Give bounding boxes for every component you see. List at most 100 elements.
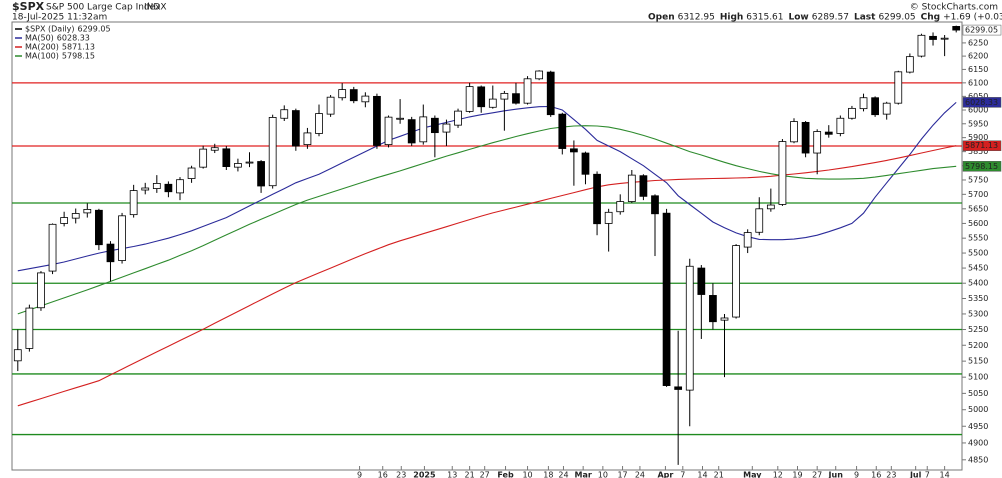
y-tick-label: 5400 — [968, 279, 988, 288]
candle-body — [952, 26, 961, 31]
candle-body — [813, 131, 822, 154]
candle-body — [488, 98, 497, 108]
x-tick-label: 7 — [680, 471, 685, 478]
candle-body — [303, 132, 312, 146]
ma-line — [17, 101, 957, 272]
x-tick-label: 27 — [812, 471, 822, 478]
legend-value: 6299.05 — [78, 25, 111, 34]
x-tick-label: 13 — [447, 471, 457, 478]
y-tick-label: 6200 — [968, 52, 988, 61]
candle-body — [407, 119, 416, 144]
candle-body — [546, 71, 555, 116]
y-tick-label: 4900 — [968, 438, 988, 447]
candle-body — [129, 190, 138, 216]
candle-body — [234, 163, 242, 168]
y-tick-label: 5650 — [968, 204, 988, 213]
candle-body — [616, 201, 625, 213]
candle-body — [60, 217, 69, 224]
y-tick-label: 5100 — [968, 373, 988, 382]
exchange: INDX — [144, 3, 166, 13]
candle-body — [199, 148, 208, 168]
x-tick-label: Feb — [497, 471, 514, 478]
x-tick-label: 12 — [773, 471, 783, 478]
candle-body — [882, 102, 891, 115]
candle-body — [604, 211, 613, 224]
y-tick-label: 5150 — [968, 357, 988, 366]
candle-body — [164, 183, 173, 193]
x-tick-label: 10 — [522, 471, 532, 478]
candle-body — [83, 209, 92, 214]
candle-body — [268, 117, 277, 187]
x-tick-label: Apr — [657, 471, 673, 478]
candle-body — [48, 223, 57, 272]
candle-body — [709, 295, 717, 323]
candle-body — [917, 34, 926, 57]
ma-line — [17, 145, 957, 407]
candle-body — [465, 86, 474, 112]
candle-body — [581, 152, 590, 175]
y-tick-label: 5950 — [968, 119, 988, 128]
candle-body — [627, 174, 636, 202]
legend-name: MA(100) — [25, 52, 59, 61]
candle-body — [871, 97, 879, 116]
candle-body — [743, 232, 752, 248]
candle-body — [651, 195, 659, 215]
candle-body — [338, 89, 347, 99]
candle-body — [732, 245, 740, 318]
candle-body — [801, 121, 810, 154]
candle-body — [419, 116, 428, 143]
y-tick-label: 5350 — [968, 294, 988, 303]
candle-body — [674, 386, 683, 390]
value-badge-label: 6028.33 — [965, 98, 998, 107]
x-tick-label: 17 — [617, 471, 627, 478]
x-tick-label: 14 — [697, 471, 707, 478]
quote-label: High — [720, 13, 743, 23]
x-tick-label: 14 — [940, 471, 950, 478]
candle-body — [824, 131, 833, 135]
candle-body — [500, 92, 509, 100]
candle-body — [570, 148, 578, 153]
x-tick-label: 16 — [871, 471, 881, 478]
x-tick-label: 19 — [792, 471, 802, 478]
x-tick-label: 21 — [714, 471, 724, 478]
value-badge-label: 6299.05 — [965, 26, 998, 35]
quote-value: +1.69 (+0.03%) — [943, 13, 1002, 23]
candle-body — [685, 265, 694, 391]
x-tick-label: 16 — [378, 471, 388, 478]
x-tick-label: 24 — [635, 471, 645, 478]
credit: © StockCharts.com — [910, 3, 998, 13]
quote-value: 6315.61 — [746, 13, 783, 23]
y-tick-label: 4950 — [968, 422, 988, 431]
x-tick-label: 24 — [558, 471, 568, 478]
candle-body — [836, 117, 845, 134]
candle-body — [639, 175, 648, 197]
value-badge — [962, 140, 1002, 151]
candle-body — [697, 267, 706, 295]
candle-body — [176, 179, 184, 194]
value-badge-label: 5871.13 — [965, 141, 998, 150]
quote-value: 6312.95 — [678, 13, 715, 23]
candle-body — [187, 167, 196, 179]
candle-body — [558, 113, 567, 149]
legend-name: MA(200) — [25, 43, 59, 52]
legend-value: 5871.13 — [62, 43, 95, 52]
candle-body — [523, 78, 532, 104]
candle-body — [210, 147, 219, 151]
legend-value: 5798.15 — [62, 52, 95, 61]
candle-body — [512, 93, 520, 104]
quote-value: 6299.05 — [878, 13, 915, 23]
candle-body — [291, 110, 300, 147]
x-tick-label: Jun — [828, 471, 844, 478]
value-badge-label: 5798.15 — [965, 162, 998, 171]
y-tick-label: 6050 — [968, 92, 988, 101]
y-tick-label: 5250 — [968, 325, 988, 334]
y-tick-label: 5450 — [968, 264, 988, 273]
x-tick-label: 21 — [465, 471, 475, 478]
y-tick-label: 6000 — [968, 106, 988, 115]
candle-body — [349, 89, 358, 102]
candle-body — [280, 109, 289, 119]
candle-body — [905, 56, 914, 73]
y-tick-label: 5850 — [968, 147, 988, 156]
candle-body — [662, 212, 671, 386]
